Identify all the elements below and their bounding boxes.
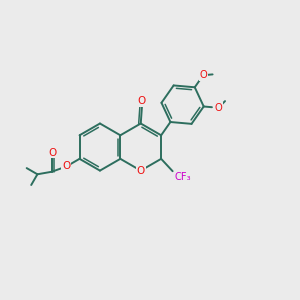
Text: O: O: [138, 96, 146, 106]
Text: O: O: [214, 103, 222, 113]
Text: CF₃: CF₃: [174, 172, 191, 182]
Text: O: O: [48, 148, 57, 158]
Text: O: O: [136, 166, 145, 176]
Text: O: O: [199, 70, 207, 80]
Text: O: O: [62, 161, 70, 172]
